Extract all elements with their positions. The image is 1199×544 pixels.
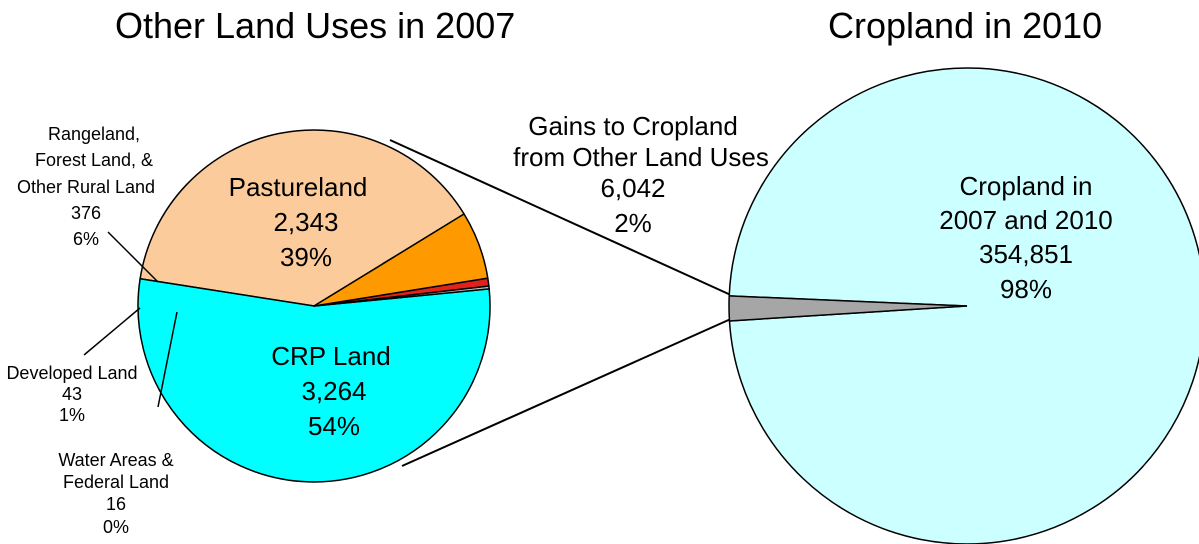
label-rangeland-line-3: Other Rural Land xyxy=(17,177,155,197)
label-crp: CRP Land 3,264 54% xyxy=(271,341,391,441)
pie-slice-cropland-in-2007-and-2010 xyxy=(728,67,1199,544)
left-chart-title: Other Land Uses in 2007 xyxy=(115,5,515,46)
leader-line-water xyxy=(157,311,178,408)
label-crp-value: 3,264 xyxy=(301,376,366,406)
pie-slice-rangeland-forest-land-other-rural-land xyxy=(313,213,489,307)
label-water-line-1: Water Areas & xyxy=(58,450,173,470)
label-crp-percent: 54% xyxy=(308,411,360,441)
label-water-percent: 0% xyxy=(103,517,129,537)
label-gains-line-2: from Other Land Uses xyxy=(513,142,769,172)
leader-line-developed xyxy=(83,307,141,356)
label-water-value: 16 xyxy=(106,494,126,514)
label-pastureland-percent: 39% xyxy=(280,242,332,272)
pie-slice-pastureland xyxy=(139,129,466,307)
connector-line-bottom xyxy=(401,317,734,467)
connector-line-top xyxy=(389,139,734,297)
label-cropland-line-2: 2007 and 2010 xyxy=(939,205,1113,235)
label-gains-value: 6,042 xyxy=(600,173,665,203)
label-rangeland: Rangeland, Forest Land, & Other Rural La… xyxy=(17,124,155,249)
label-developed-percent: 1% xyxy=(59,405,85,425)
label-gains-percent: 2% xyxy=(614,208,652,238)
label-rangeland-line-1: Rangeland, xyxy=(48,124,140,144)
label-rangeland-percent: 6% xyxy=(73,229,99,249)
label-rangeland-line-2: Forest Land, & xyxy=(35,150,153,170)
label-pastureland-name: Pastureland xyxy=(229,172,368,202)
label-cropland-value: 354,851 xyxy=(979,239,1073,269)
pie-slice-gains-to-cropland-from-other-land-uses xyxy=(728,295,968,322)
label-water: Water Areas & Federal Land 16 0% xyxy=(58,450,173,537)
label-rangeland-value: 376 xyxy=(71,203,101,223)
label-cropland-line-1: Cropland in xyxy=(960,171,1093,201)
label-developed-value: 43 xyxy=(62,384,82,404)
label-pastureland: Pastureland 2,343 39% xyxy=(229,172,368,272)
label-developed-name: Developed Land xyxy=(6,363,137,383)
label-pastureland-value: 2,343 xyxy=(273,207,338,237)
label-gains: Gains to Cropland from Other Land Uses 6… xyxy=(513,111,769,238)
label-developed: Developed Land 43 1% xyxy=(6,363,137,425)
right-pie xyxy=(728,67,1199,544)
label-crp-name: CRP Land xyxy=(271,341,391,371)
label-cropland: Cropland in 2007 and 2010 354,851 98% xyxy=(939,171,1113,304)
left-pie xyxy=(137,129,491,483)
label-water-line-2: Federal Land xyxy=(63,472,169,492)
leader-line-rangeland xyxy=(107,231,159,283)
pie-slice-crp-land xyxy=(137,277,491,483)
label-cropland-percent: 98% xyxy=(1000,274,1052,304)
right-chart-title: Cropland in 2010 xyxy=(828,5,1102,46)
label-gains-line-1: Gains to Cropland xyxy=(528,111,738,141)
